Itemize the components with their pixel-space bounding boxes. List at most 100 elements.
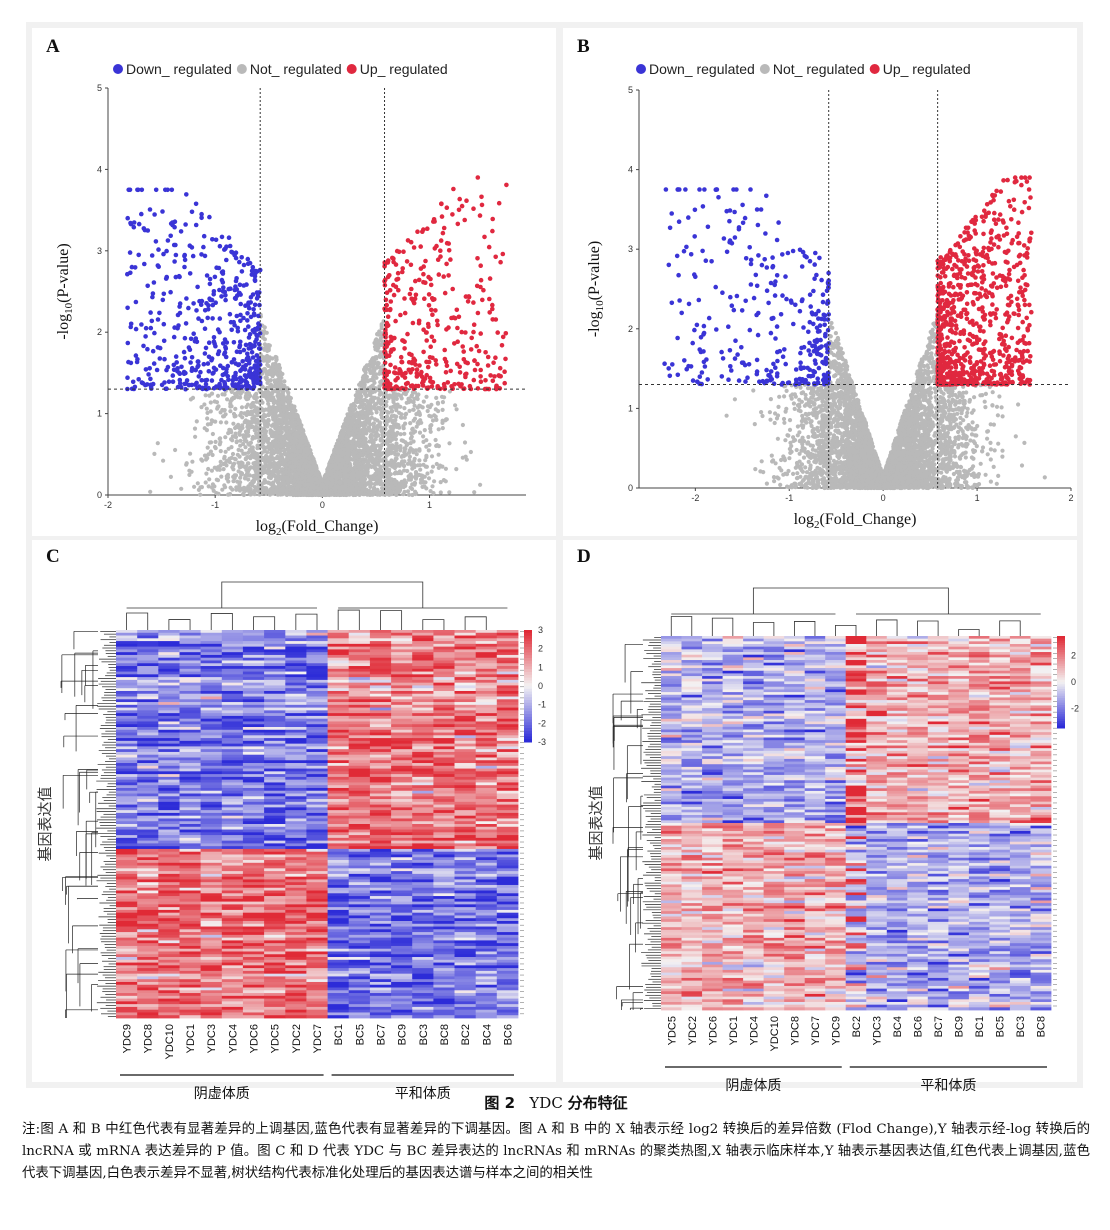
column-dendrogram — [670, 587, 1041, 636]
y-tick-label: 3 — [628, 244, 633, 254]
y-tick-label: 1 — [628, 403, 633, 413]
legend-not-marker — [759, 64, 770, 74]
sample-label: YDC8 — [143, 1024, 155, 1053]
sample-label: BC8 — [439, 1024, 451, 1045]
legend-down-label: Down_ regulated — [126, 61, 232, 77]
figure-caption: 图 2 YDC 分布特征 注:图 A 和 B 中红色代表有显著差异的上调基因,蓝… — [22, 1092, 1090, 1185]
y-tick-label: 0 — [628, 483, 633, 493]
y-tick-label: 4 — [628, 165, 633, 175]
sample-label: YDC8 — [789, 1016, 801, 1045]
row-dendrogram — [612, 636, 661, 1010]
not-regulated-points — [724, 312, 1047, 491]
down-regulated-points — [662, 187, 831, 387]
legend-not-label: Not_ regulated — [773, 61, 865, 77]
colorbar-tick-label: 1 — [538, 662, 543, 672]
up-regulated-points — [935, 175, 1034, 387]
sample-label: BC4 — [481, 1024, 493, 1045]
colorbar-tick-label: 2 — [538, 644, 543, 654]
y-tick-label: 5 — [628, 85, 633, 95]
sample-label: YDC4 — [748, 1016, 760, 1045]
sample-label: BC3 — [418, 1024, 430, 1045]
column-dendrogram — [126, 581, 508, 630]
sample-label: YDC7 — [810, 1016, 822, 1045]
x-tick-label: 1 — [427, 500, 432, 510]
legend-not-marker — [236, 64, 247, 74]
x-tick-label: 0 — [320, 500, 325, 510]
sample-label: YDC2 — [291, 1024, 303, 1053]
sample-label: BC7 — [933, 1016, 945, 1037]
y-axis-label: 基因表达值 — [36, 786, 54, 861]
volcano-plot-a: 0 1 2 3 4 5 -2 -1 0 1 Down_ regulated Not_ regulate… — [55, 61, 526, 538]
y-tick-label: 2 — [628, 324, 633, 334]
y-tick-label: 2 — [97, 327, 102, 337]
sample-label: YDC5 — [270, 1024, 282, 1053]
sample-label: YDC5 — [666, 1016, 678, 1045]
y-tick-label: 4 — [97, 164, 102, 174]
heatmap-d: YDC5 YDC2 YDC6 YDC1 YDC4 YDC10 YDC8 YDC7 YDC9 BC2… — [587, 587, 1079, 1094]
colorbar-tick-label: 0 — [538, 681, 543, 691]
x-tick-label: -2 — [691, 493, 699, 503]
x-axis-title: log2(Fold_Change) — [256, 518, 379, 538]
sample-label: BC1 — [974, 1016, 986, 1037]
y-axis-title: -log10(P-value) — [55, 243, 75, 339]
row-labels-strip — [1053, 637, 1057, 1007]
panel-a-volcano: A 0 1 2 3 4 5 -2 -1 0 1 Down_ regulated Not_ regula… — [32, 28, 556, 538]
sample-label: BC7 — [375, 1024, 387, 1045]
sample-label: YDC7 — [312, 1024, 324, 1053]
colorbar-tick-label: 0 — [1071, 677, 1076, 687]
sample-label: BC9 — [397, 1024, 409, 1045]
sample-label: BC4 — [892, 1016, 904, 1037]
colorbar-tick-label: -3 — [538, 737, 546, 747]
sample-label: YDC1 — [728, 1016, 740, 1045]
panel-label-b: B — [577, 36, 590, 57]
colorbar-tick-label: -2 — [538, 718, 546, 728]
y-tick-label: 0 — [97, 490, 102, 500]
panel-b-volcano: B 0 1 2 3 4 5 -2 -1 0 1 2 Down_ regulated Not_ regul… — [563, 28, 1077, 536]
caption-note: 注:图 A 和 B 中红色代表有显著差异的上调基因,蓝色代表有显著差异的下调基因… — [22, 1122, 1090, 1181]
x-tick-label: 2 — [1068, 493, 1073, 503]
colorbar-tick-label: 2 — [1071, 651, 1076, 661]
sample-label: YDC1 — [185, 1024, 197, 1053]
legend-up-label: Up_ regulated — [360, 61, 448, 77]
y-tick-label: 5 — [97, 83, 102, 93]
sample-label: YDC3 — [206, 1024, 218, 1053]
y-axis-title: -log10(P-value) — [586, 241, 606, 337]
x-tick-label: 0 — [881, 493, 886, 503]
legend-down-label: Down_ regulated — [649, 61, 755, 77]
sample-label: BC9 — [954, 1016, 966, 1037]
down-regulated-points — [125, 187, 263, 392]
sample-label: BC8 — [1036, 1016, 1048, 1037]
legend-down-marker — [636, 64, 646, 74]
sample-label: BC5 — [995, 1016, 1007, 1037]
legend-up-marker — [869, 64, 880, 74]
sample-label: YDC10 — [769, 1016, 781, 1051]
sample-label: YDC6 — [707, 1016, 719, 1045]
not-regulated-points — [148, 312, 483, 498]
colorbar-tick-label: -1 — [538, 700, 546, 710]
sample-label: YDC9 — [830, 1016, 842, 1045]
sample-label: YDC10 — [164, 1024, 176, 1059]
colorbar — [524, 630, 532, 743]
sample-label: BC6 — [913, 1016, 925, 1037]
panel-label-a: A — [46, 36, 60, 57]
row-labels-strip — [520, 631, 524, 1015]
x-tick-label: -1 — [211, 500, 219, 510]
sample-label: YDC3 — [872, 1016, 884, 1045]
colorbar-tick-label: 3 — [538, 625, 543, 635]
y-tick-label: 3 — [97, 246, 102, 256]
sample-label: BC2 — [460, 1024, 472, 1045]
x-tick-label: -2 — [104, 500, 112, 510]
group-label: 平和体质 — [920, 1078, 976, 1094]
group-label: 阴虚体质 — [725, 1078, 781, 1094]
sample-label: YDC9 — [122, 1024, 134, 1053]
sample-label: BC1 — [333, 1024, 345, 1045]
panel-label-c: C — [46, 546, 60, 567]
legend-up-label: Up_ regulated — [883, 61, 971, 77]
legend-down-marker — [113, 64, 123, 74]
colorbar-tick-label: -2 — [1071, 703, 1079, 713]
group-label: 平和体质 — [395, 1086, 451, 1102]
caption-title: 图 2 YDC 分布特征 — [484, 1094, 628, 1112]
panel-label-d: D — [577, 546, 591, 567]
heatmap-c: YDC9 YDC8 YDC10 YDC1 YDC3 YDC4 YDC6 YDC5 YDC2 YDC… — [36, 581, 546, 1102]
up-regulated-points — [382, 175, 509, 392]
